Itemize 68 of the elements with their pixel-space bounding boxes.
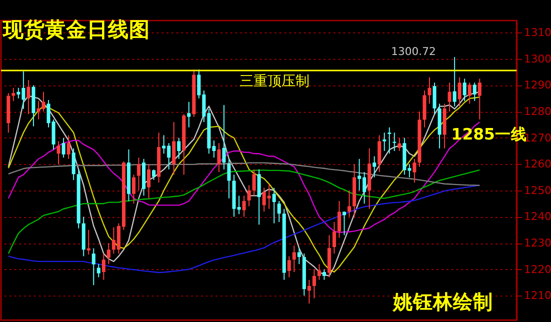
candlestick — [287, 256, 291, 278]
candlestick — [462, 78, 466, 102]
annotation: 1300.72 — [391, 44, 436, 58]
candlestick — [378, 134, 382, 173]
annotation: 姚钰林绘制 — [392, 290, 493, 314]
candlestick — [66, 134, 70, 160]
candlestick — [398, 137, 402, 152]
y-tick-label: 1240 — [524, 210, 551, 224]
candlestick — [72, 148, 76, 180]
candlestick — [222, 104, 226, 170]
candlestick — [147, 164, 151, 199]
candlestick — [247, 184, 251, 207]
candlestick — [392, 132, 396, 152]
y-tick-label: 1300 — [524, 52, 551, 66]
candlestick — [96, 264, 100, 278]
candlestick — [478, 78, 482, 120]
candlestick — [448, 82, 452, 112]
candlestick — [382, 132, 386, 152]
candlestick — [152, 168, 156, 180]
candlestick — [412, 158, 416, 184]
candlestick — [106, 242, 110, 265]
candlestick — [468, 82, 472, 104]
candlestick — [177, 137, 181, 160]
candlestick — [322, 268, 326, 280]
candlestick — [242, 195, 246, 218]
candlestick — [277, 200, 281, 223]
candlestick — [132, 174, 136, 204]
candlestick — [388, 126, 392, 154]
ref-line-label: 三重顶压制 — [239, 73, 310, 90]
y-tick-label: 1250 — [524, 184, 551, 197]
candlestick — [187, 101, 191, 128]
y-tick-label: 1280 — [524, 104, 551, 118]
candlestick — [227, 158, 231, 199]
line-series — [8, 184, 480, 274]
candlestick — [252, 168, 256, 196]
candlestick — [217, 142, 221, 173]
candlestick — [56, 140, 60, 165]
candlestick — [257, 168, 261, 226]
candlestick — [458, 76, 462, 107]
candlestick — [337, 200, 342, 238]
candlestick — [472, 82, 476, 102]
y-tick-label: 1310 — [524, 26, 551, 40]
y-tick-label: 1260 — [524, 158, 551, 171]
y-tick-label: 1230 — [524, 236, 551, 250]
candlestick — [292, 245, 296, 272]
candlestick — [452, 56, 456, 107]
candlestick — [102, 253, 106, 280]
candlestick — [307, 279, 311, 304]
candlestick — [272, 187, 276, 224]
y-tick-label: 1210 — [524, 289, 551, 302]
candlestick — [317, 264, 321, 280]
candlestick — [432, 82, 436, 115]
candlestick — [136, 157, 141, 191]
y-tick-label: 1290 — [524, 78, 551, 92]
candlestick — [172, 122, 176, 176]
candlestick — [428, 76, 432, 104]
y-tick-label: 1220 — [524, 262, 551, 276]
candlestick — [297, 248, 301, 265]
chart-title: 现货黄金日线图 — [2, 17, 150, 42]
candlestick — [92, 248, 96, 286]
candlestick — [348, 190, 352, 218]
candlestick — [12, 87, 16, 102]
candlestick — [332, 222, 336, 254]
candlestick — [62, 137, 66, 158]
candlestick — [86, 229, 90, 256]
candlestick — [312, 268, 316, 299]
candlestick — [372, 156, 376, 178]
candlestick — [26, 80, 30, 115]
